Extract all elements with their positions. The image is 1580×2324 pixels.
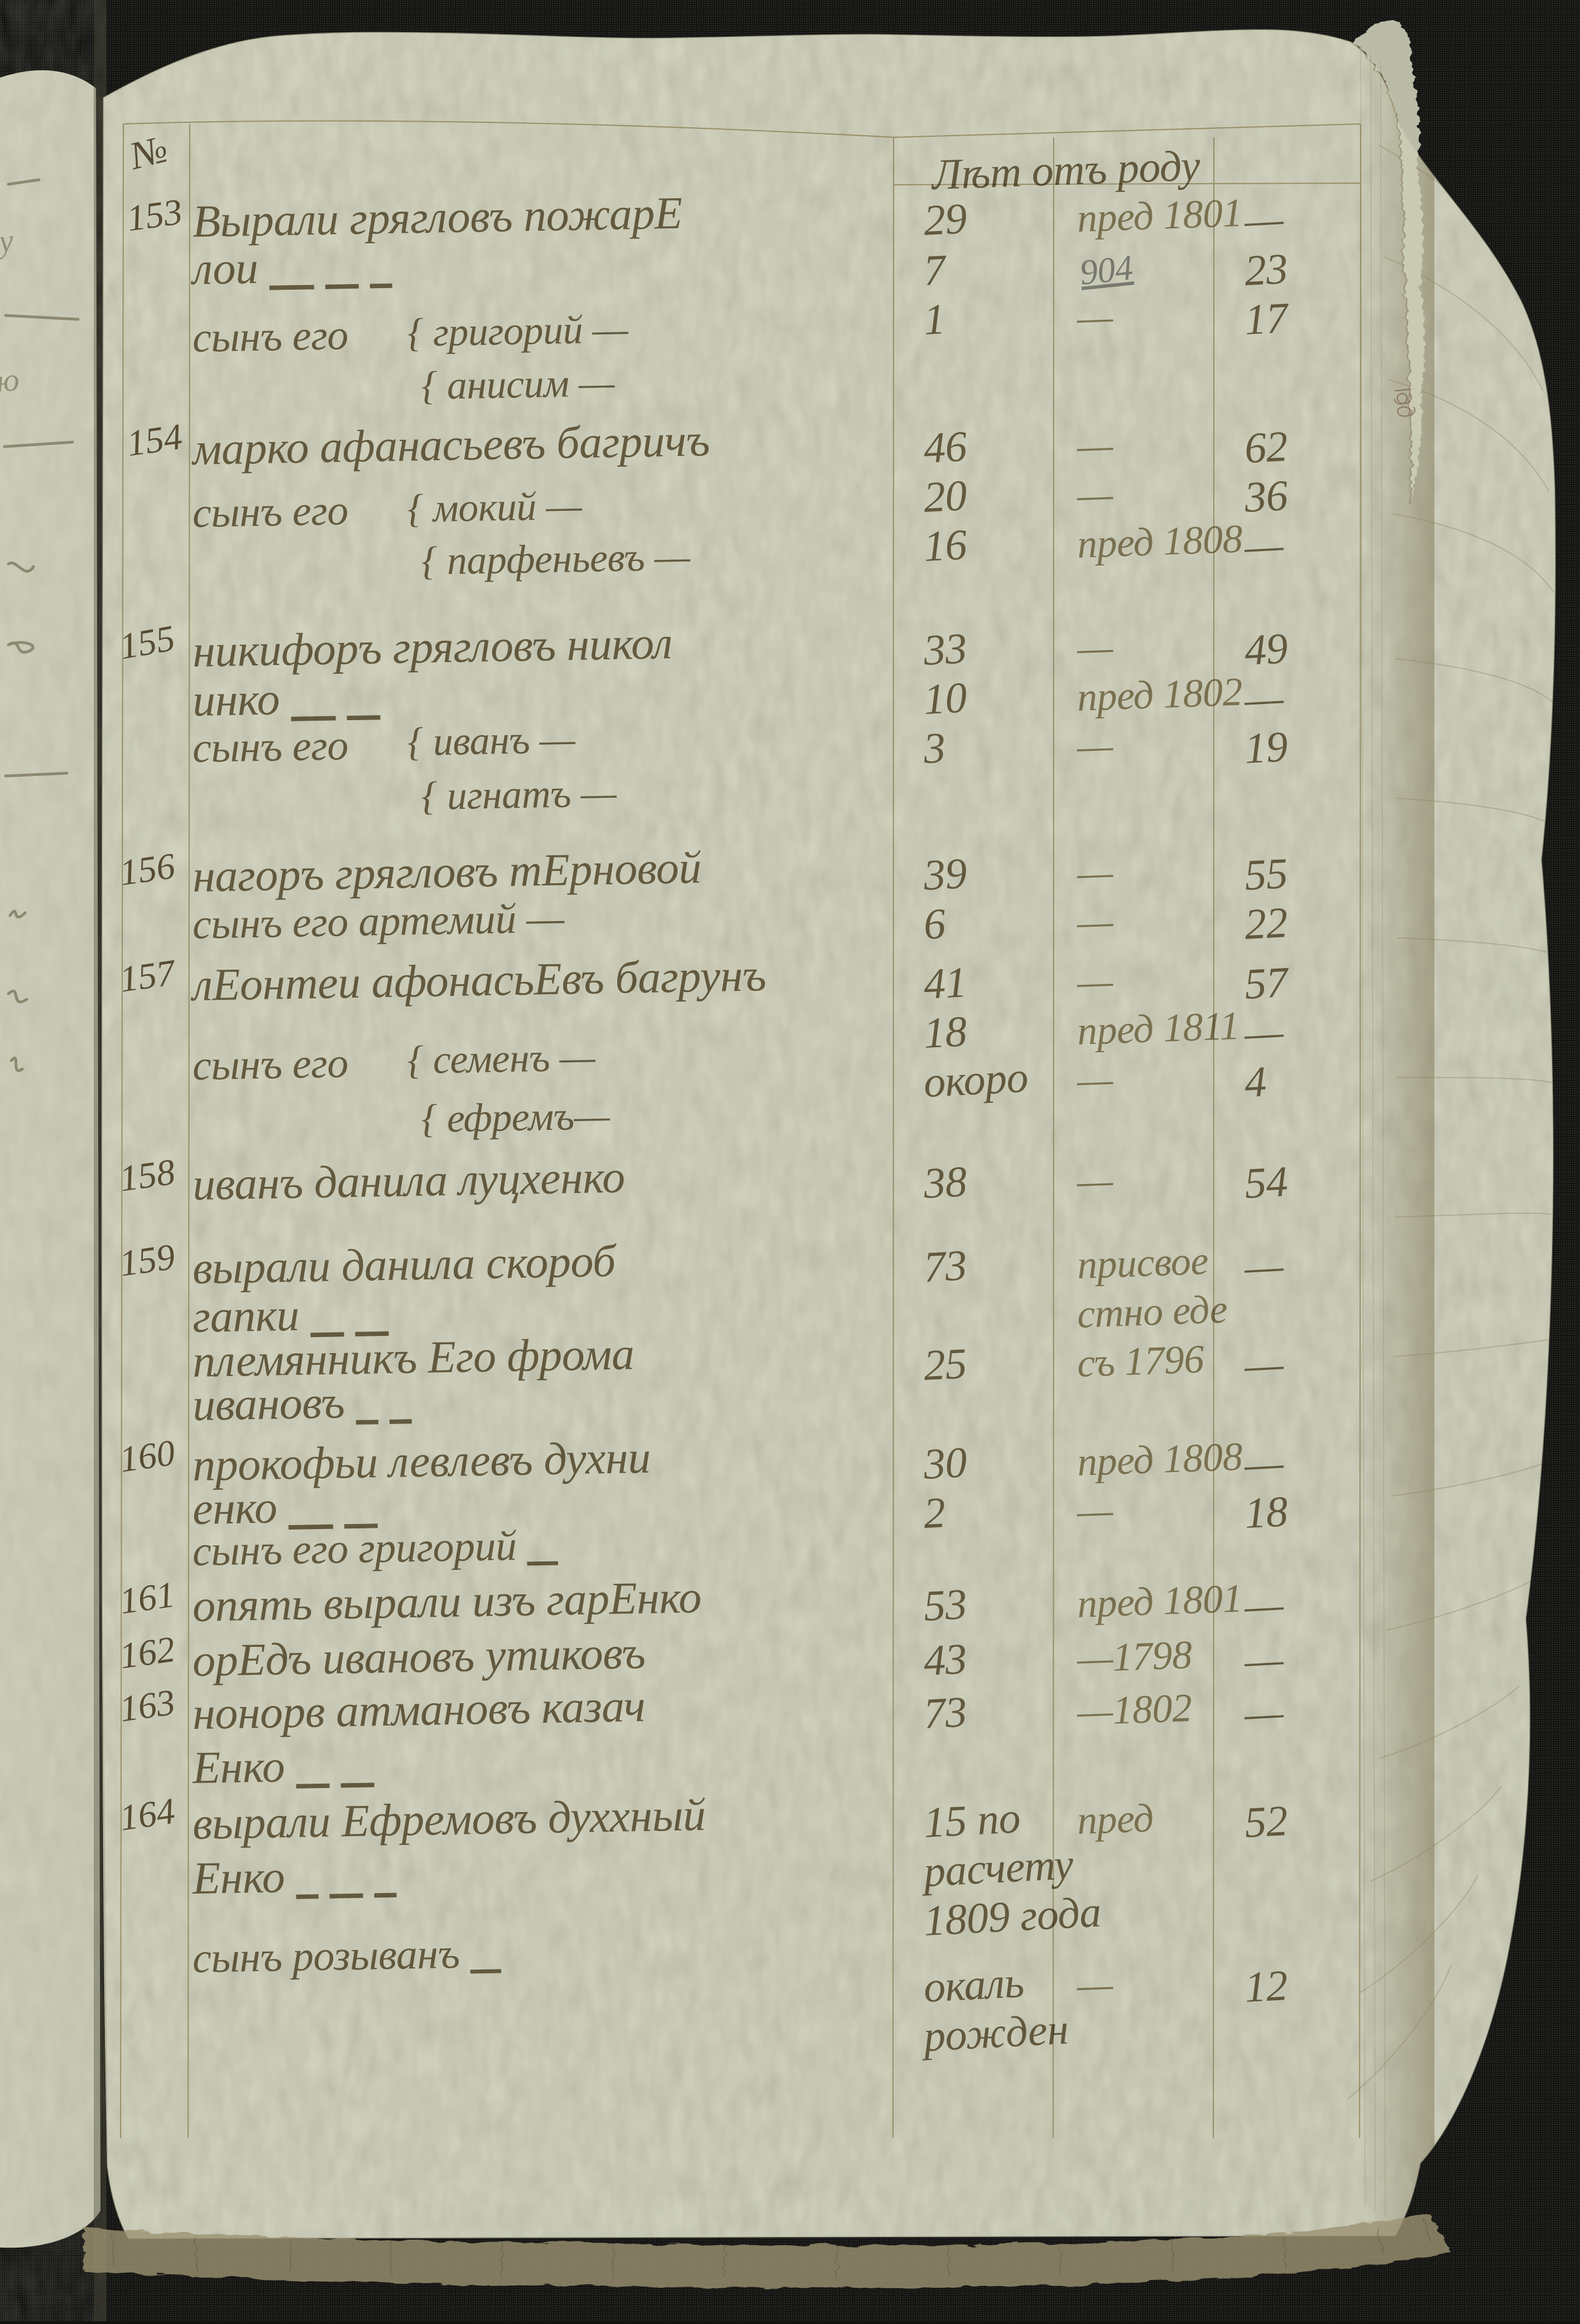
svg-text:ю: ю bbox=[0, 361, 21, 399]
